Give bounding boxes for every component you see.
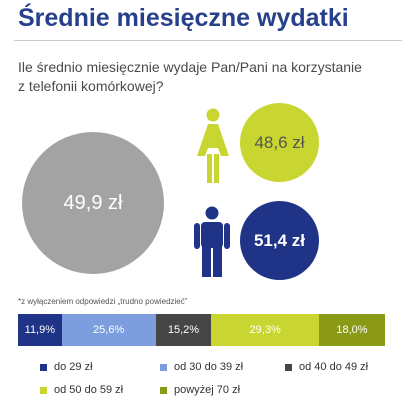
chart-legend: do 29 zł od 30 do 39 zł od 40 do 49 zł od 5… — [40, 361, 390, 411]
bar-segment-1: 11,9% — [18, 314, 62, 346]
footnote: *z wyłączeniem odpowiedzi „trudno powied… — [18, 297, 188, 306]
female-person-icon — [197, 108, 229, 183]
bar-segment-5: 18,0% — [318, 314, 385, 346]
stacked-bar-chart: 11,9% 25,6% 15,2% 29,3% 18,0% — [18, 314, 385, 346]
bar-segment-label: 15,2% — [167, 324, 200, 336]
male-person-icon — [194, 206, 230, 277]
average-female-circle: 48,6 zł — [240, 103, 319, 182]
legend-item: powyżej 70 zł — [160, 384, 240, 396]
legend-swatch — [40, 386, 47, 394]
legend-label: od 40 do 49 zł — [299, 361, 369, 373]
bar-segment-4: 29,3% — [211, 314, 319, 346]
legend-label: od 50 do 59 zł — [54, 384, 124, 396]
bar-segment-label: 18,0% — [336, 324, 368, 336]
legend-item: od 30 do 39 zł — [160, 361, 243, 373]
bar-segment-label: 25,6% — [93, 324, 125, 336]
average-female-value: 48,6 zł — [254, 132, 305, 152]
title-divider — [14, 40, 402, 41]
legend-label: od 30 do 39 zł — [174, 361, 244, 373]
average-all-circle: 49,9 zł — [22, 132, 164, 274]
legend-label: powyżej 70 zł — [174, 384, 241, 396]
legend-item: do 29 zł — [40, 361, 93, 373]
bar-segment-3: 15,2% — [155, 314, 212, 346]
legend-item: od 50 do 59 zł — [40, 384, 123, 396]
survey-question: Ile średnio miesięcznie wydaje Pan/Pani … — [18, 59, 362, 94]
legend-swatch — [160, 363, 167, 371]
bar-segment-label: 11,9% — [24, 324, 56, 336]
legend-label: do 29 zł — [54, 361, 93, 373]
average-male-value: 51,4 zł — [253, 230, 306, 250]
page-title: Średnie miesięczne wydatki — [18, 4, 349, 32]
average-all-value: 49,9 zł — [63, 191, 123, 214]
legend-swatch — [160, 386, 167, 394]
bar-segment-label: 29,3% — [249, 324, 281, 336]
legend-swatch — [285, 363, 292, 371]
bar-segment-2: 25,6% — [61, 314, 156, 346]
legend-item: od 40 do 49 zł — [285, 361, 368, 373]
legend-swatch — [40, 363, 47, 371]
average-male-circle: 51,4 zł — [240, 201, 319, 280]
